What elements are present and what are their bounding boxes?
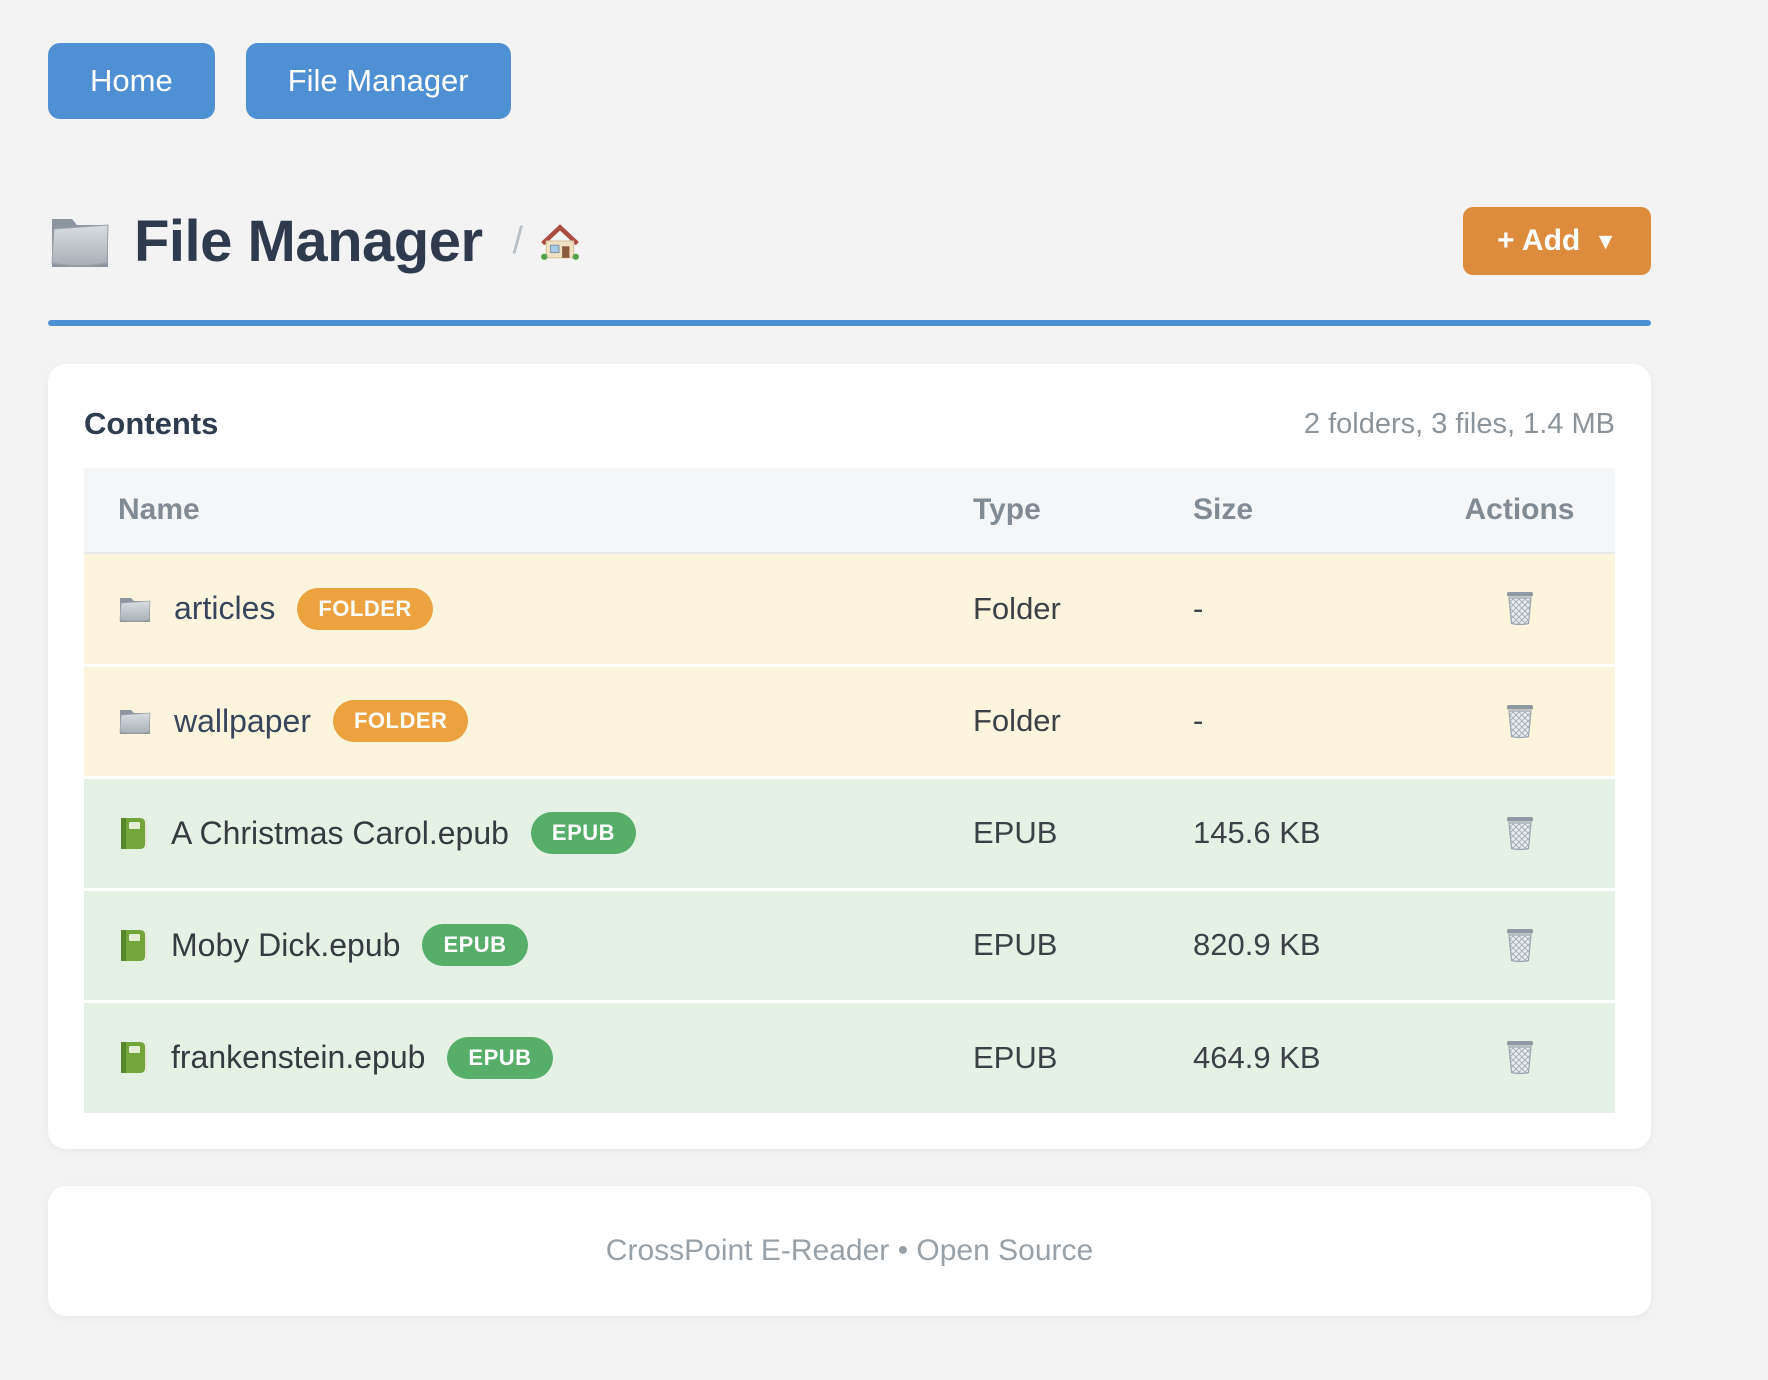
breadcrumb-separator: / — [512, 219, 524, 262]
file-size: 145.6 KB — [1193, 815, 1321, 850]
trash-icon — [1504, 1039, 1536, 1075]
file-type: Folder — [973, 703, 1061, 738]
file-name[interactable]: Moby Dick.epub — [171, 926, 401, 963]
delete-button[interactable] — [1500, 1035, 1540, 1079]
table-row: articles FOLDER Folder - — [84, 553, 1615, 665]
type-badge: EPUB — [530, 812, 637, 854]
footer-text: CrossPoint E-Reader • Open Source — [605, 1234, 1094, 1267]
book-icon — [118, 928, 149, 963]
table-header-row: Name Type Size Actions — [84, 468, 1615, 553]
file-size: 820.9 KB — [1193, 927, 1321, 962]
column-header-type: Type — [973, 493, 1041, 526]
table-row: Moby Dick.epub EPUB EPUB 820.9 KB — [84, 889, 1615, 1001]
delete-button[interactable] — [1500, 923, 1540, 967]
file-type: EPUB — [973, 927, 1058, 962]
nav-buttons: Home File Manager — [48, 43, 1651, 119]
footer: CrossPoint E-Reader • Open Source — [48, 1186, 1651, 1316]
file-name[interactable]: A Christmas Carol.epub — [171, 814, 509, 851]
caret-down-icon: ▼ — [1594, 227, 1617, 254]
delete-button[interactable] — [1500, 699, 1540, 743]
column-header-actions: Actions — [1464, 493, 1575, 526]
title-group: File Manager / — [48, 208, 581, 275]
table-row: wallpaper FOLDER Folder - — [84, 665, 1615, 777]
card-title: Contents — [84, 406, 219, 441]
trash-icon — [1504, 703, 1536, 739]
delete-button[interactable] — [1500, 586, 1540, 630]
header-divider — [48, 320, 1651, 326]
folder-icon — [118, 706, 152, 736]
folder-icon — [118, 594, 152, 624]
nav-file-manager-button[interactable]: File Manager — [245, 43, 511, 119]
file-size: 464.9 KB — [1193, 1039, 1321, 1075]
type-badge: FOLDER — [332, 700, 469, 742]
trash-icon — [1504, 815, 1536, 851]
column-header-name: Name — [118, 493, 200, 526]
delete-button[interactable] — [1500, 811, 1540, 855]
type-badge: FOLDER — [297, 587, 433, 630]
trash-icon — [1504, 927, 1536, 963]
column-header-size: Size — [1193, 493, 1254, 526]
add-button-label: + Add — [1497, 224, 1581, 257]
file-size: - — [1193, 703, 1204, 738]
file-type: Folder — [973, 590, 1061, 626]
add-button[interactable]: + Add ▼ — [1463, 207, 1651, 275]
book-icon — [118, 1040, 149, 1075]
file-type: EPUB — [973, 815, 1058, 850]
type-badge: EPUB — [447, 1036, 553, 1079]
trash-icon — [1504, 590, 1536, 626]
book-icon — [118, 816, 149, 851]
file-name[interactable]: frankenstein.epub — [171, 1039, 426, 1076]
table-row: frankenstein.epub EPUB EPUB 464.9 KB — [84, 1001, 1615, 1113]
page: Home File Manager File Manager / — [48, 0, 1651, 1316]
file-name[interactable]: wallpaper — [174, 702, 311, 739]
page-header: File Manager / + Add ▼ — [48, 207, 1651, 275]
file-name[interactable]: articles — [174, 590, 276, 627]
nav-home-button[interactable]: Home — [48, 43, 215, 119]
contents-summary: 2 folders, 3 files, 1.4 MB — [1303, 407, 1615, 440]
file-table: Name Type Size Actions — [84, 468, 1615, 1113]
folder-icon — [48, 211, 112, 271]
house-icon[interactable] — [539, 220, 581, 262]
contents-card: Contents 2 folders, 3 files, 1.4 MB Name… — [48, 364, 1651, 1149]
card-header: Contents 2 folders, 3 files, 1.4 MB — [84, 400, 1615, 468]
table-row: A Christmas Carol.epub EPUB EPUB 145.6 K… — [84, 777, 1615, 889]
file-size: - — [1193, 590, 1204, 626]
type-badge: EPUB — [422, 924, 528, 966]
page-title: File Manager — [134, 208, 483, 274]
file-type: EPUB — [973, 1039, 1058, 1075]
